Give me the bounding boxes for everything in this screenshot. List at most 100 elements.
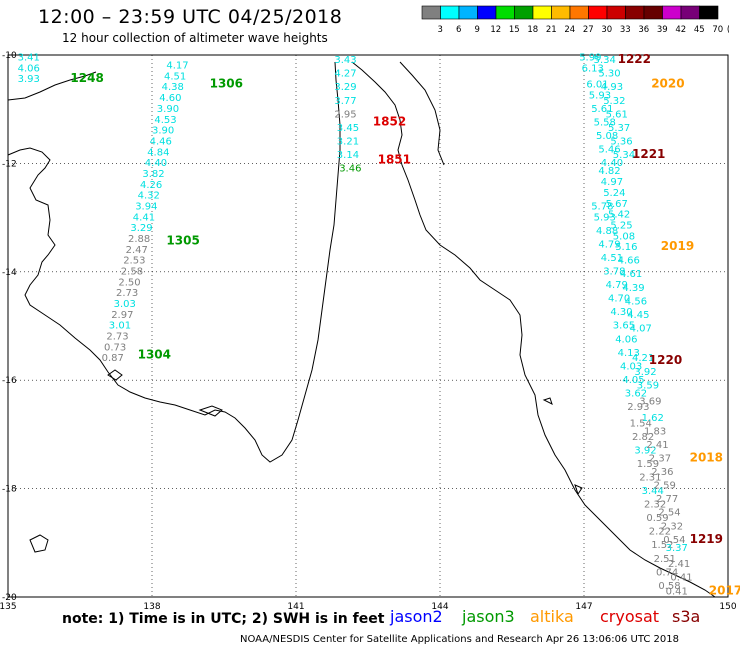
wave-height-value: 3.37	[666, 543, 688, 554]
plot-frame	[7, 54, 729, 598]
axis-ticks: 135 138 141 144 147 150 -10 -12 -14 -16 -18 -20	[0, 51, 737, 612]
wave-height-value: 4.38	[162, 82, 184, 93]
wave-height-value: 3.43	[334, 55, 356, 66]
credit-line: NOAA/NESDIS Center for Satellite Applica…	[240, 634, 679, 645]
wave-height-value: 0.58	[658, 581, 680, 592]
wave-height-value: 4.41	[133, 212, 155, 223]
wave-height-value: 4.51	[601, 253, 623, 264]
wave-height-value: 0.54	[663, 535, 685, 546]
wave-height-value: 3.41	[18, 52, 40, 63]
wave-height-value: 4.88	[596, 226, 618, 237]
colorbar-label: 18	[527, 25, 538, 35]
wave-height-value: 2.95	[334, 109, 356, 120]
y-tick-label: -16	[2, 376, 17, 386]
wave-height-value: 3.03	[114, 299, 136, 310]
footer-note: note: 1) Time is in UTC; 2) SWH is in fe…	[62, 611, 385, 627]
wave-height-value: 0.59	[646, 513, 668, 524]
wave-height-value: 3.44	[642, 486, 664, 497]
wave-height-value: 2.73	[106, 332, 128, 343]
wave-height-value: 4.84	[147, 147, 169, 158]
wave-height-value: 1.59	[637, 459, 659, 470]
wave-height-value: 4.53	[154, 115, 176, 126]
wave-height-value: 3.82	[142, 169, 164, 180]
wave-height-value: 5.61	[606, 109, 628, 120]
wave-height-value: 3.14	[337, 150, 359, 161]
colorbar-label: 36	[638, 25, 649, 35]
wave-height-value: 5.42	[608, 210, 630, 221]
wave-height-value: 4.97	[601, 177, 623, 188]
wave-height-value: 5.30	[598, 69, 620, 80]
track-time-label: 1221	[632, 147, 665, 161]
colorbar-label: 15	[509, 25, 520, 35]
wave-height-value: 5.37	[608, 123, 630, 134]
colorbar-label: 3	[438, 25, 443, 35]
island-3	[198, 405, 223, 417]
colorbar-label: 12	[490, 25, 501, 35]
wave-height-value: 5.61	[591, 104, 613, 115]
track-time-label: 1852	[373, 114, 406, 128]
wave-height-value: 4.70	[608, 294, 630, 305]
wave-height-value: 2.59	[654, 481, 676, 492]
wave-height-value: 3.93	[18, 74, 40, 85]
wave-height-value: 2.73	[116, 288, 138, 299]
wave-height-value: 3.69	[639, 397, 661, 408]
track-time-label: 1306	[210, 77, 243, 91]
wave-height-value: 2.82	[632, 432, 654, 443]
wave-height-value: 4.07	[630, 323, 652, 334]
y-tick-label: -20	[2, 593, 17, 603]
coastline-north-papua	[399, 61, 445, 166]
legend-cryosat: cryosat	[600, 607, 660, 626]
colorbar-label: 6	[456, 25, 461, 35]
colorbar-label: 70	[712, 25, 723, 35]
wave-height-value: 5.34	[613, 150, 635, 161]
track-time-label: 2019	[661, 239, 694, 253]
y-tick-label: -18	[2, 485, 17, 495]
track-time-label: 1248	[70, 71, 103, 85]
wave-height-value: 4.03	[620, 361, 642, 372]
page-title: 12:00 – 23:59 UTC 04/25/2018	[38, 6, 343, 28]
wave-height-value: 2.37	[649, 454, 671, 465]
wave-height-value: 1.62	[642, 413, 664, 424]
wave-height-value: 2.97	[111, 310, 133, 321]
wave-height-value: 3.62	[625, 388, 647, 399]
wave-height-value: 2.41	[646, 440, 668, 451]
wave-height-value: 2.31	[639, 472, 661, 483]
wave-height-value: 0.41	[666, 586, 688, 597]
x-tick-label: 144	[431, 602, 448, 612]
wave-height-value: 2.51	[654, 554, 676, 565]
track-time-label: 1305	[166, 234, 199, 248]
island-2	[29, 534, 49, 553]
x-tick-label: 147	[575, 602, 592, 612]
island-4	[542, 397, 553, 405]
wave-height-value: 4.66	[618, 256, 640, 267]
wave-height-value: 4.40	[601, 158, 623, 169]
wave-height-value: 5.93	[589, 90, 611, 101]
wave-height-value: 4.40	[145, 158, 167, 169]
wave-height-value: 0.74	[656, 567, 678, 578]
wave-height-value: 2.58	[121, 267, 143, 278]
wave-height-value: 3.65	[613, 321, 635, 332]
wave-height-value: 3.21	[337, 136, 359, 147]
colorbar-label: 33	[620, 25, 631, 35]
wave-height-value: 2.41	[668, 559, 690, 570]
track-time-label: 1222	[618, 52, 651, 66]
wave-height-value: 2.93	[627, 402, 649, 413]
track-time-label: 1304	[138, 348, 171, 362]
track-time-label: 1219	[690, 532, 723, 546]
wave-height-value: 4.79	[606, 280, 628, 291]
wave-height-value: 4.05	[622, 375, 644, 386]
wave-height-value: 5.67	[606, 199, 628, 210]
wave-height-value: 4.51	[164, 71, 186, 82]
wave-height-value: 5.93	[594, 212, 616, 223]
coastline-west	[7, 61, 341, 463]
colorbar-label: 45	[694, 25, 705, 35]
wave-height-value: 5.16	[615, 242, 637, 253]
colorbar-label: 39	[657, 25, 668, 35]
wave-height-value: 5.36	[610, 136, 632, 147]
track-time-label: 2018	[690, 451, 723, 465]
wave-height-value: 5.25	[610, 220, 632, 231]
island-1	[107, 369, 123, 381]
wave-height-value: 5.32	[603, 96, 625, 107]
